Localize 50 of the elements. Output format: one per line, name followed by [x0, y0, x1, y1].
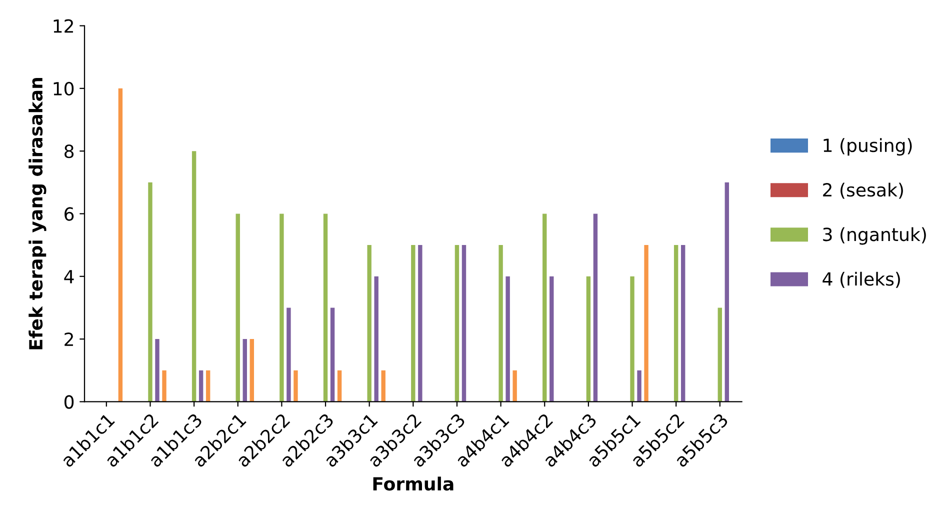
- y-tick-label: 10: [54, 82, 74, 96]
- y-tick-label: 0: [64, 395, 74, 409]
- bar: [593, 214, 598, 402]
- bar: [192, 151, 196, 402]
- legend-label: 2 (sesak): [823, 182, 903, 199]
- bar: [280, 214, 284, 402]
- bar: [381, 370, 386, 402]
- y-tick-label: 2: [64, 332, 73, 346]
- bar: [206, 370, 210, 402]
- bar: [337, 370, 342, 402]
- bar: [118, 88, 123, 402]
- legend-label: 4 (rileks): [822, 272, 900, 288]
- bar: [680, 245, 686, 402]
- bar: [454, 245, 460, 402]
- bar: [236, 214, 240, 402]
- bar: [162, 370, 166, 402]
- bar: [148, 182, 152, 402]
- bar: [724, 182, 730, 402]
- bar: [250, 339, 254, 402]
- bar: [718, 308, 722, 402]
- y-tick-label: 6: [64, 207, 74, 221]
- x-axis-title: Formula: [373, 476, 454, 491]
- bar: [323, 214, 328, 402]
- y-tick-label: 4: [64, 270, 74, 284]
- bar: [512, 370, 517, 402]
- bar: [674, 245, 678, 402]
- bar: [198, 370, 204, 402]
- y-tick-label: 8: [64, 144, 74, 158]
- bar: [586, 276, 591, 402]
- bar: [498, 245, 503, 402]
- bar: [418, 245, 422, 402]
- bar: [367, 245, 372, 402]
- bar: [286, 308, 291, 402]
- bar: [374, 276, 378, 402]
- bar: [242, 339, 247, 402]
- bar: [506, 276, 510, 402]
- y-tick-label: 12: [54, 19, 73, 33]
- bar: [644, 245, 648, 402]
- bar: [637, 370, 642, 402]
- legend-label: 1 (pusing): [824, 138, 912, 156]
- bar: [550, 276, 554, 402]
- bar: [330, 308, 335, 402]
- bar: [155, 339, 160, 402]
- bar: [542, 214, 547, 402]
- bar: [411, 245, 416, 402]
- y-axis-title: Efek terapi yang dirasakan: [28, 78, 46, 350]
- bar: [462, 245, 466, 402]
- bar: [294, 370, 298, 402]
- bar: [630, 276, 634, 402]
- legend-label: 3 (ngantuk): [823, 227, 926, 245]
